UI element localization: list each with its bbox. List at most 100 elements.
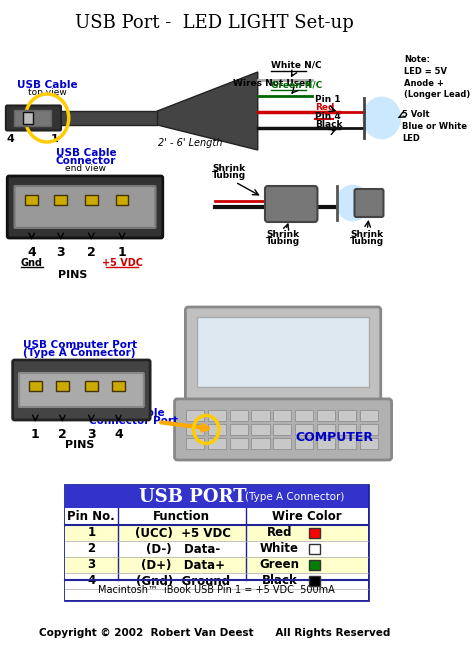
Text: Gnd: Gnd [21,258,43,268]
Text: 2: 2 [87,246,96,259]
Bar [230,438,248,449]
FancyBboxPatch shape [13,360,150,420]
Text: 3: 3 [56,246,65,259]
Bar [273,424,291,435]
Text: 1: 1 [50,134,58,144]
Bar [186,410,204,421]
FancyBboxPatch shape [15,186,155,228]
Bar [317,424,335,435]
FancyBboxPatch shape [7,176,163,238]
Text: Pin 1: Pin 1 [315,95,340,104]
Bar [208,410,226,421]
FancyBboxPatch shape [355,189,383,217]
Bar [65,525,368,541]
Bar [65,573,368,589]
Text: COMPUTER: COMPUTER [295,431,374,444]
Text: 3: 3 [87,428,96,441]
Bar [360,410,378,421]
Bar [208,424,226,435]
Text: 1: 1 [118,246,127,259]
Text: Note:
LED = 5V
Anode +
(Longer Lead): Note: LED = 5V Anode + (Longer Lead) [404,55,471,100]
Text: Function: Function [153,510,210,523]
Bar [112,381,125,391]
Text: Tubing: Tubing [212,171,246,180]
Text: Wire Color: Wire Color [272,510,342,523]
Bar [208,438,226,449]
Text: Tubing: Tubing [350,237,384,246]
Bar [65,508,368,525]
Text: USB Cable: USB Cable [103,408,164,418]
Text: White N/C: White N/C [271,61,322,70]
Bar [338,438,356,449]
Bar [310,576,320,586]
Text: end view: end view [65,164,107,173]
Polygon shape [157,72,258,150]
Bar [310,544,320,554]
Bar [317,438,335,449]
Bar [65,485,368,508]
Bar [360,424,378,435]
Text: (Type A Connector): (Type A Connector) [245,492,344,501]
Text: 1: 1 [31,428,40,441]
Text: 2: 2 [87,542,95,556]
Bar [116,195,128,205]
Text: 2: 2 [58,428,67,441]
Text: Shrink: Shrink [351,230,384,239]
Circle shape [364,98,400,138]
Bar [25,195,38,205]
Bar [15,110,51,126]
Text: Red: Red [267,527,292,540]
Text: USB Cable: USB Cable [17,80,77,90]
Text: 1: 1 [87,527,95,540]
Text: 3: 3 [87,558,95,571]
FancyBboxPatch shape [6,105,61,131]
Bar [251,438,270,449]
Bar [251,424,270,435]
Text: USB Port -  LED LIGHT Set-up: USB Port - LED LIGHT Set-up [75,14,354,32]
Bar [186,438,204,449]
Text: Pin No.: Pin No. [67,510,115,523]
Bar [54,195,67,205]
Bar [60,111,157,125]
Bar [230,410,248,421]
Bar [273,410,291,421]
Bar [310,528,320,538]
FancyBboxPatch shape [19,373,144,407]
Text: 2' - 6' Length: 2' - 6' Length [158,138,222,148]
Text: 5 Volt
Blue or White
LED: 5 Volt Blue or White LED [402,110,467,142]
Bar [310,560,320,570]
Bar [295,410,313,421]
Text: PINS: PINS [65,440,94,450]
Bar [360,438,378,449]
Text: (Type A Connector): (Type A Connector) [23,348,136,358]
Text: Pin 4: Pin 4 [315,112,340,121]
Bar [338,424,356,435]
Text: Tubing: Tubing [266,237,300,246]
Text: 4: 4 [27,246,36,259]
Bar [85,381,98,391]
Text: USB Cable: USB Cable [55,148,116,158]
Text: Black: Black [315,120,342,129]
Bar [85,195,98,205]
Text: Copyright © 2002  Robert Van Deest      All Rights Reserved: Copyright © 2002 Robert Van Deest All Ri… [39,628,390,638]
Text: (D-)   Data-: (D-) Data- [146,542,220,556]
Text: White: White [260,542,299,556]
FancyBboxPatch shape [185,307,381,403]
Text: top view: top view [27,88,66,97]
Text: Shrink: Shrink [212,164,246,173]
Text: USB Computer Port: USB Computer Port [23,340,137,350]
Bar [338,410,356,421]
Text: 4: 4 [114,428,123,441]
Bar [65,541,368,557]
FancyBboxPatch shape [174,399,392,460]
Text: (UCC)  +5 VDC: (UCC) +5 VDC [135,527,231,540]
Text: Macintosh™  iBook USB Pin 1 = +5 VDC  500mA: Macintosh™ iBook USB Pin 1 = +5 VDC 500m… [98,585,335,595]
Bar [23,112,34,124]
Bar [65,580,368,600]
Text: (Gnd)  Ground: (Gnd) Ground [136,575,230,587]
Bar [295,424,313,435]
Text: Green: Green [259,558,300,571]
Bar [251,410,270,421]
Text: 4: 4 [87,575,95,587]
Text: +5 VDC: +5 VDC [101,258,143,268]
